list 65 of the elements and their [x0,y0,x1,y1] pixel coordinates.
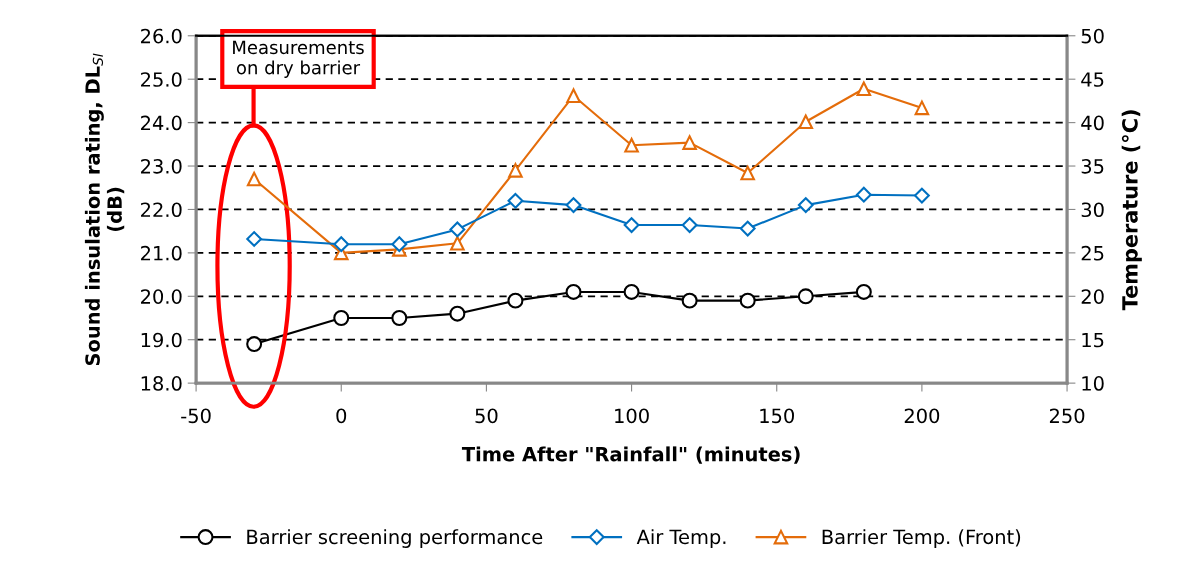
point [914,100,930,116]
point [682,135,697,150]
y-tick-label: 26.0 [141,28,182,44]
y2-tick-label: 10 [1082,376,1104,391]
point [913,187,930,204]
point [508,163,523,178]
point [855,186,872,203]
legend-label: Barrier Temp. (Front) [822,529,1021,548]
x-tick-label: 200 [904,408,940,424]
point [855,283,872,300]
y2-tick-label: 20 [1081,289,1104,304]
point [624,137,639,153]
point [565,197,582,214]
point [623,283,640,300]
point [246,171,262,187]
point [246,231,263,247]
y2-tick-label: 40 [1081,115,1104,131]
y2-tick-label: 35 [1081,158,1104,174]
x-tick-label: 100 [615,408,649,424]
point [246,336,263,353]
x-tick-label: 0 [336,408,347,424]
point [739,220,756,237]
point [507,292,524,309]
point [449,305,466,322]
x-tick-label: -50 [181,408,211,424]
point [565,283,582,300]
point [507,192,524,209]
y2-tick-label: 30 [1081,202,1104,218]
y-tick-label: 19.0 [141,332,182,348]
x-axis-title: Time After "Rainfall" (minutes) [461,446,800,464]
y-tick-label: 18.0 [141,376,182,391]
point [391,310,408,326]
point [798,114,814,130]
annotation: Measurements on dry barrier [233,40,364,78]
legend-label: Barrier screening performance [247,529,543,548]
point [333,236,350,253]
x-tick-label: 50 [475,408,498,424]
y2-tick-label: 25 [1081,245,1104,261]
x-tick-label: 250 [1049,408,1085,424]
point [450,236,465,251]
point [681,217,698,233]
point [566,88,581,103]
point [333,310,350,326]
point [740,165,755,181]
point [391,236,408,253]
x-tick-label: 150 [760,408,794,424]
y-tick-label: 22.0 [141,202,182,218]
y-tick-label: 25.0 [141,72,182,87]
y2-axis-title: Temperature (°C) [1121,110,1142,311]
y2-tick-label: 45 [1081,72,1104,87]
y2-tick-label: 50 [1081,28,1104,44]
legend-label: Air Temp. [636,529,726,548]
y-tick-label: 20.0 [141,289,182,304]
point [449,221,466,238]
y-tick-label: 24.0 [141,115,182,131]
y-tick-label: 21.0 [141,245,182,261]
text: Sound insulation rating, DL$_{SI}$ (dB) [84,53,125,366]
point [797,197,814,214]
point [681,292,698,309]
y2-tick-label: 15 [1082,332,1104,348]
point [856,81,872,97]
y-tick-label: 23.0 [141,158,182,174]
point [797,288,814,305]
point [739,292,756,309]
point [623,217,640,233]
